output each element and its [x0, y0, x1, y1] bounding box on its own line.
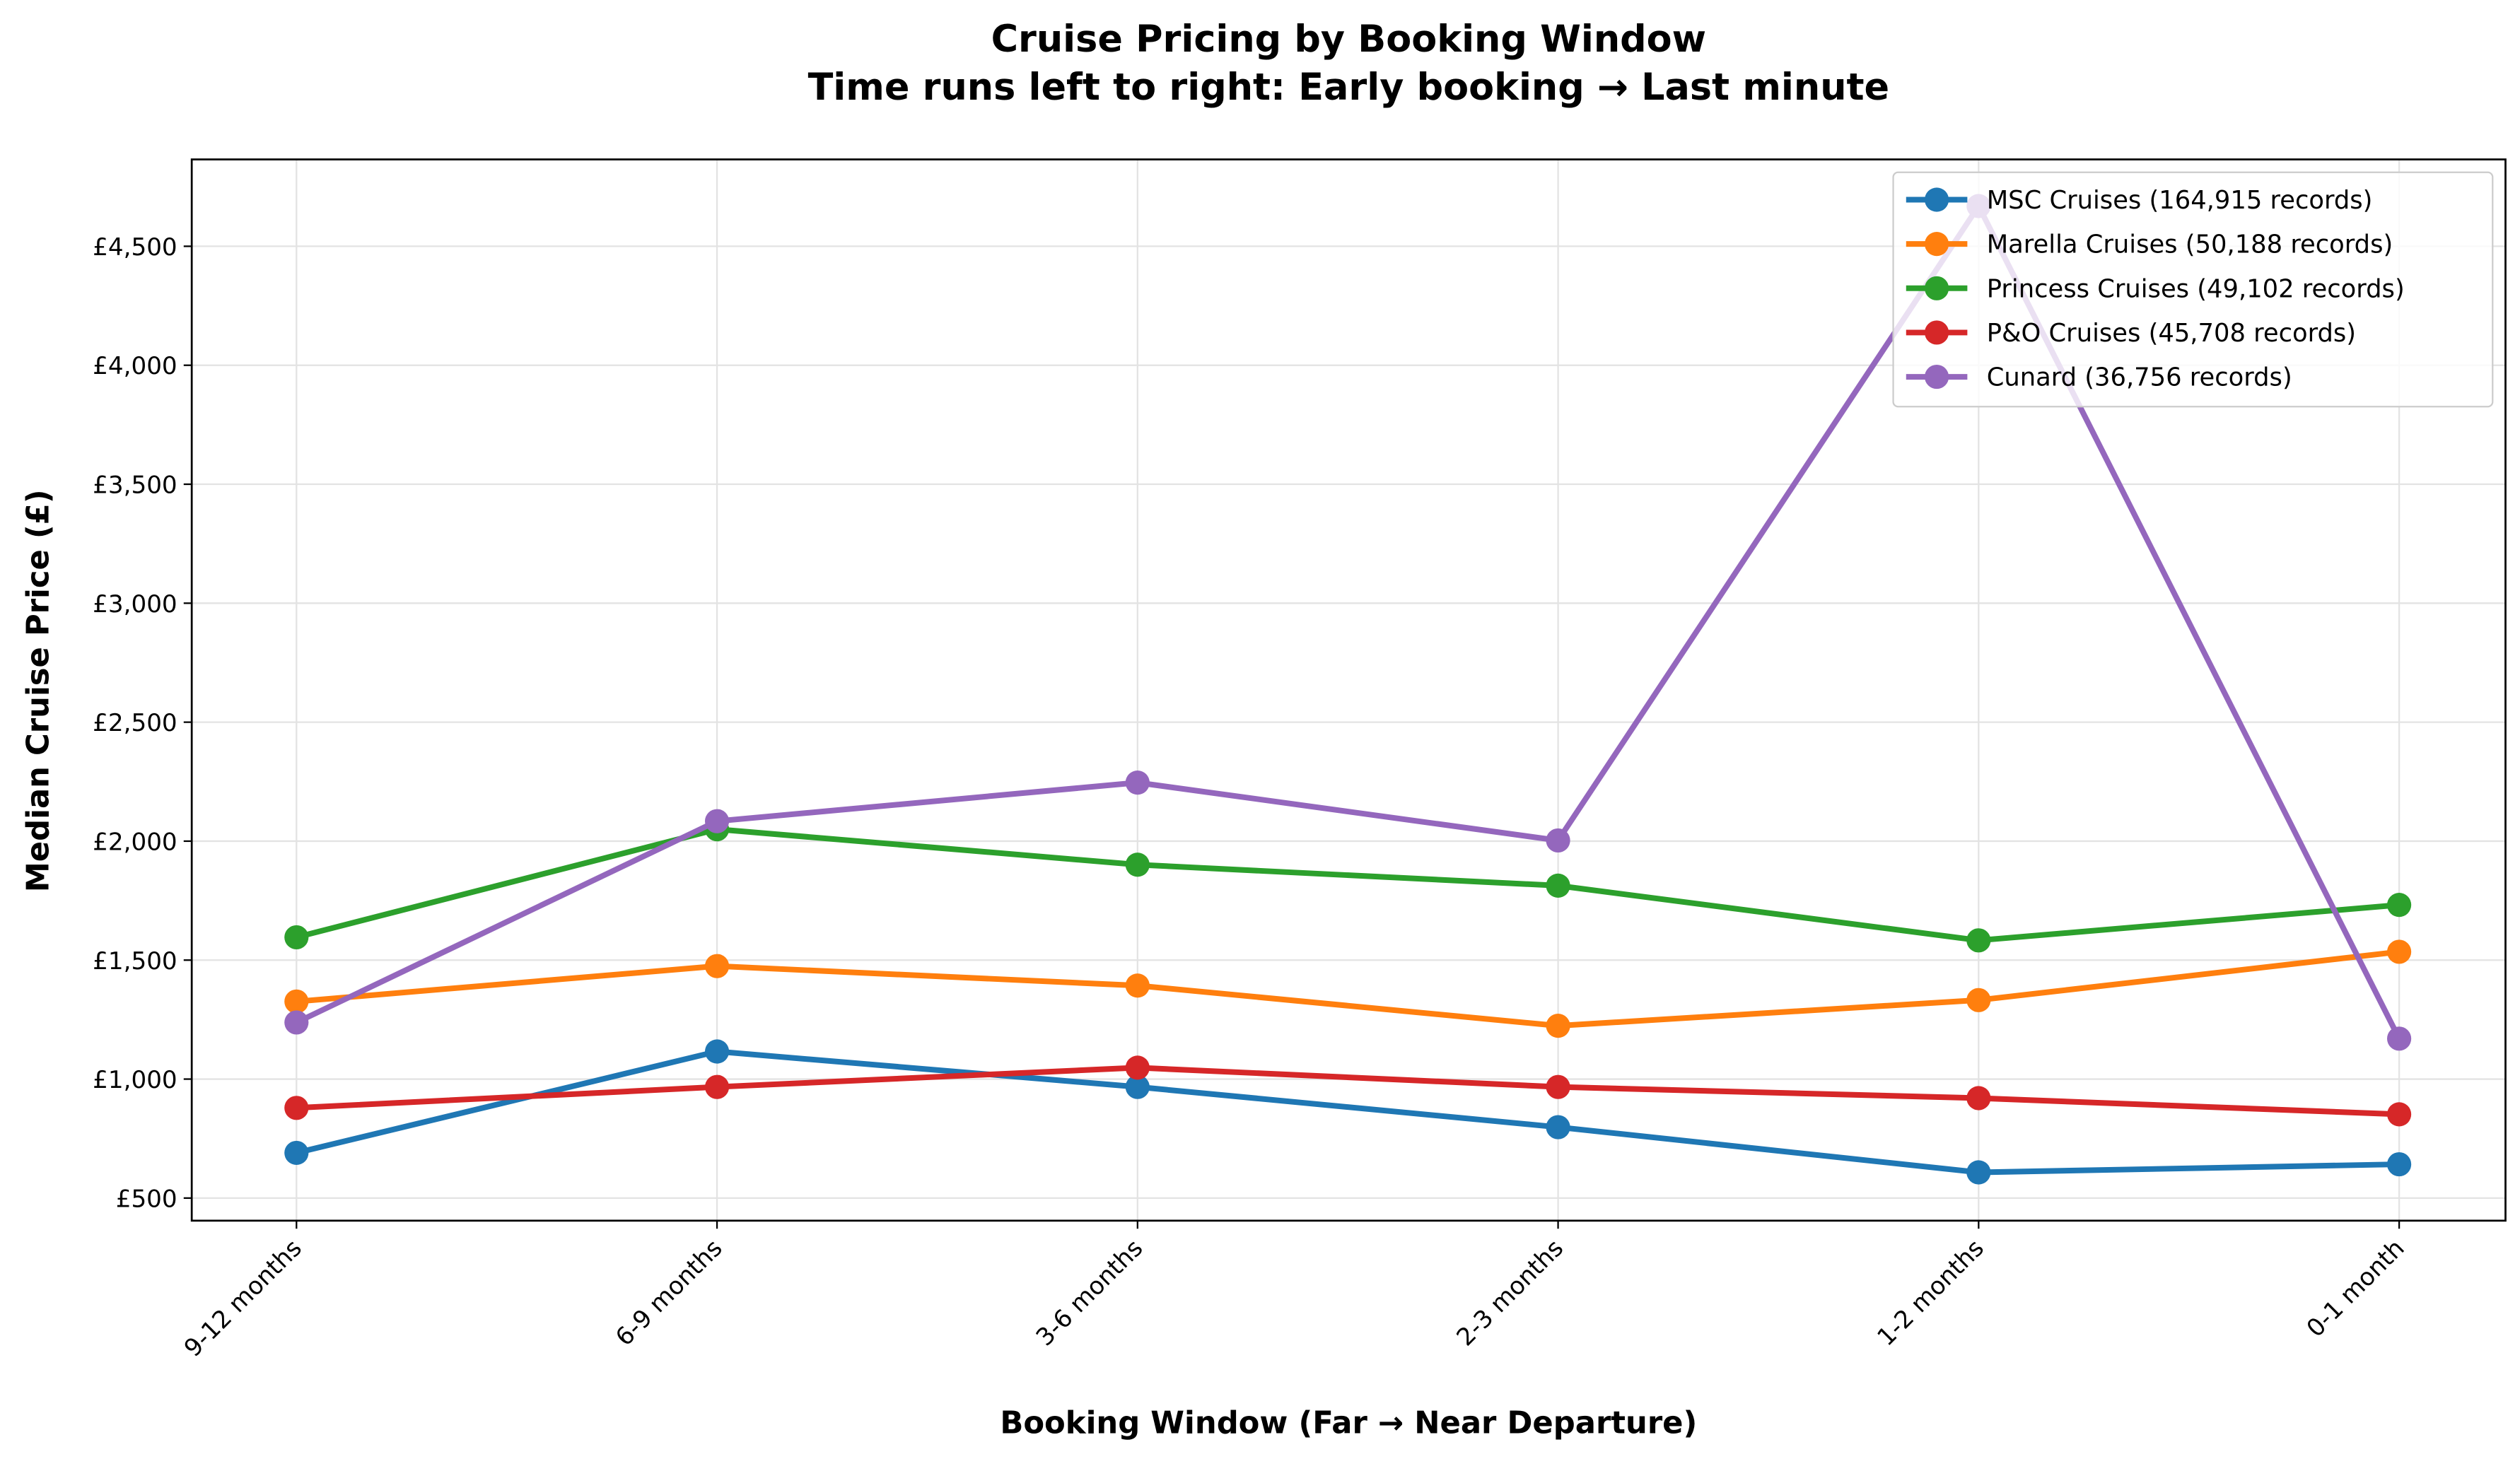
point — [284, 1096, 309, 1120]
point — [2387, 939, 2412, 964]
y-axis-label: Median Cruise Price (£) — [21, 489, 56, 892]
legend-box — [1892, 171, 2494, 408]
point — [284, 989, 309, 1014]
point — [284, 1140, 309, 1165]
x-tick-label: 9-12 months — [179, 1234, 308, 1363]
point — [1125, 770, 1150, 795]
y-tick-label: £1,000 — [93, 1066, 177, 1094]
y-tick-label: £3,500 — [93, 471, 177, 500]
point — [2387, 1152, 2412, 1177]
chart-subtitle: Time runs left to right: Early booking →… — [808, 66, 1890, 109]
y-tick-label: £2,000 — [93, 828, 177, 856]
point — [1546, 1074, 1570, 1099]
point — [2387, 1026, 2412, 1051]
y-tick-label: £4,500 — [93, 233, 177, 262]
series-line — [296, 826, 2400, 944]
point — [284, 925, 309, 950]
legend-label: P&O Cruises (45,708 records) — [1987, 319, 2356, 348]
point — [284, 1010, 309, 1035]
x-tick-label: 1-2 months — [1872, 1234, 1989, 1352]
x-tick-label: 0-1 month — [2302, 1234, 2410, 1343]
legend-marker — [1924, 232, 1949, 257]
point — [704, 809, 730, 833]
series-line — [296, 1048, 2400, 1176]
point — [1546, 1115, 1570, 1139]
point — [1546, 873, 1570, 898]
point — [704, 954, 730, 978]
point — [1125, 1074, 1150, 1099]
y-tick-label: £3,000 — [93, 590, 177, 619]
legend-label: Princess Cruises (49,102 records) — [1987, 274, 2405, 303]
x-tick-label: 3-6 months — [1031, 1234, 1148, 1352]
y-tick-label: £1,500 — [93, 947, 177, 975]
point — [2387, 893, 2412, 918]
y-tick-label: £500 — [116, 1185, 177, 1213]
point — [704, 1039, 730, 1064]
x-tick-label: 2-3 months — [1452, 1234, 1569, 1352]
legend-label: Cunard (36,756 records) — [1987, 363, 2292, 392]
legend-marker — [1924, 320, 1949, 345]
point — [1966, 988, 1991, 1012]
series-line — [296, 949, 2400, 1029]
y-tick-label: £4,000 — [93, 352, 177, 380]
x-axis-label: Booking Window (Far → Near Departure) — [1000, 1406, 1697, 1441]
point — [1966, 1086, 1991, 1111]
chart-title: Cruise Pricing by Booking Window — [991, 18, 1706, 61]
point — [1125, 1055, 1150, 1080]
series-line — [296, 1065, 2400, 1118]
point — [704, 1074, 730, 1099]
point — [2387, 1102, 2412, 1127]
legend-label: Marella Cruises (50,188 records) — [1987, 230, 2393, 259]
legend-marker — [1924, 276, 1949, 300]
point — [1125, 852, 1150, 877]
legend-marker — [1924, 187, 1949, 212]
point — [1546, 828, 1570, 853]
legend-marker — [1924, 365, 1949, 389]
point — [1966, 1160, 1991, 1185]
y-tick-label: £2,500 — [93, 709, 177, 737]
point — [1546, 1014, 1570, 1038]
point — [1125, 973, 1150, 998]
legend-label: MSC Cruises (164,915 records) — [1987, 186, 2373, 215]
x-tick-label: 6-9 months — [610, 1234, 728, 1352]
plot-frame — [190, 158, 2507, 1222]
point — [1966, 928, 1991, 953]
